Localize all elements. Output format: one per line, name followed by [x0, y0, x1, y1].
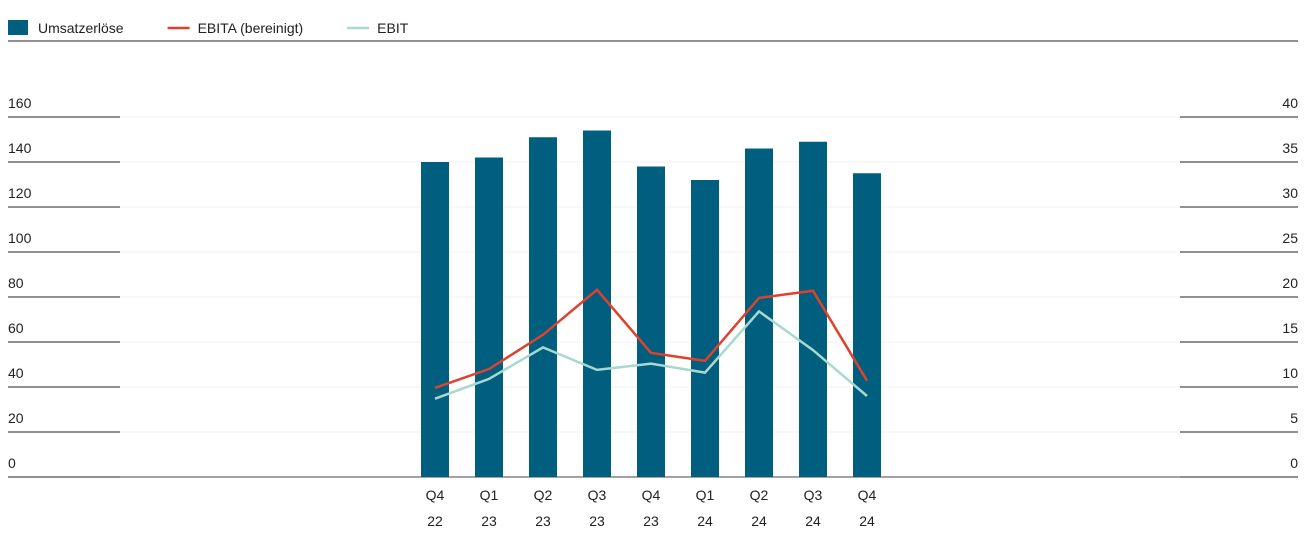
y-tick-label: 140 — [8, 140, 32, 156]
x-tick-label: Q4 — [858, 487, 877, 503]
x-tick-label: Q3 — [804, 487, 823, 503]
y2-tick-label: 40 — [1282, 95, 1298, 111]
line — [434, 309, 868, 400]
x-tick-label: 24 — [751, 513, 767, 529]
x-tick-label: Q4 — [642, 487, 661, 503]
bar — [583, 130, 611, 477]
y2-tick-label: 10 — [1282, 365, 1298, 381]
line — [434, 288, 869, 390]
bar — [691, 180, 719, 477]
x-tick-label: 22 — [427, 513, 443, 529]
y2-tick-label: 0 — [1290, 455, 1298, 471]
x-tick-label: Q1 — [696, 487, 715, 503]
y-tick-label: 120 — [8, 185, 32, 201]
legend-label: Umsatzerlöse — [38, 20, 124, 36]
x-tick-label: 23 — [535, 513, 551, 529]
bar — [799, 141, 827, 477]
y-tick-label: 20 — [8, 410, 24, 426]
bar — [421, 162, 449, 477]
y-tick-label: 60 — [8, 320, 24, 336]
legend-label: EBIT — [377, 20, 409, 36]
legend-label: EBITA (bereinigt) — [198, 20, 304, 36]
x-tick-label: 24 — [859, 513, 875, 529]
x-tick-label: Q2 — [534, 487, 553, 503]
y2-tick-label: 5 — [1290, 410, 1298, 426]
legend-swatch — [8, 20, 28, 35]
y2-tick-label: 25 — [1282, 230, 1298, 246]
x-tick-label: 23 — [481, 513, 497, 529]
bar — [475, 157, 503, 477]
bar — [529, 137, 557, 477]
x-tick-label: Q2 — [750, 487, 769, 503]
x-tick-label: 23 — [589, 513, 605, 529]
y-tick-label: 0 — [8, 455, 16, 471]
x-tick-label: 24 — [805, 513, 821, 529]
y-tick-label: 40 — [8, 365, 24, 381]
x-tick-label: Q1 — [480, 487, 499, 503]
y2-tick-label: 15 — [1282, 320, 1298, 336]
x-tick-label: 23 — [643, 513, 659, 529]
x-tick-label: 24 — [697, 513, 713, 529]
y2-tick-label: 35 — [1282, 140, 1298, 156]
y-tick-label: 160 — [8, 95, 32, 111]
y2-tick-label: 20 — [1282, 275, 1298, 291]
y-tick-label: 100 — [8, 230, 32, 246]
y2-tick-label: 30 — [1282, 185, 1298, 201]
y-tick-label: 80 — [8, 275, 24, 291]
bar — [637, 166, 665, 477]
x-tick-label: Q4 — [426, 487, 445, 503]
bar — [853, 173, 881, 477]
x-tick-label: Q3 — [588, 487, 607, 503]
